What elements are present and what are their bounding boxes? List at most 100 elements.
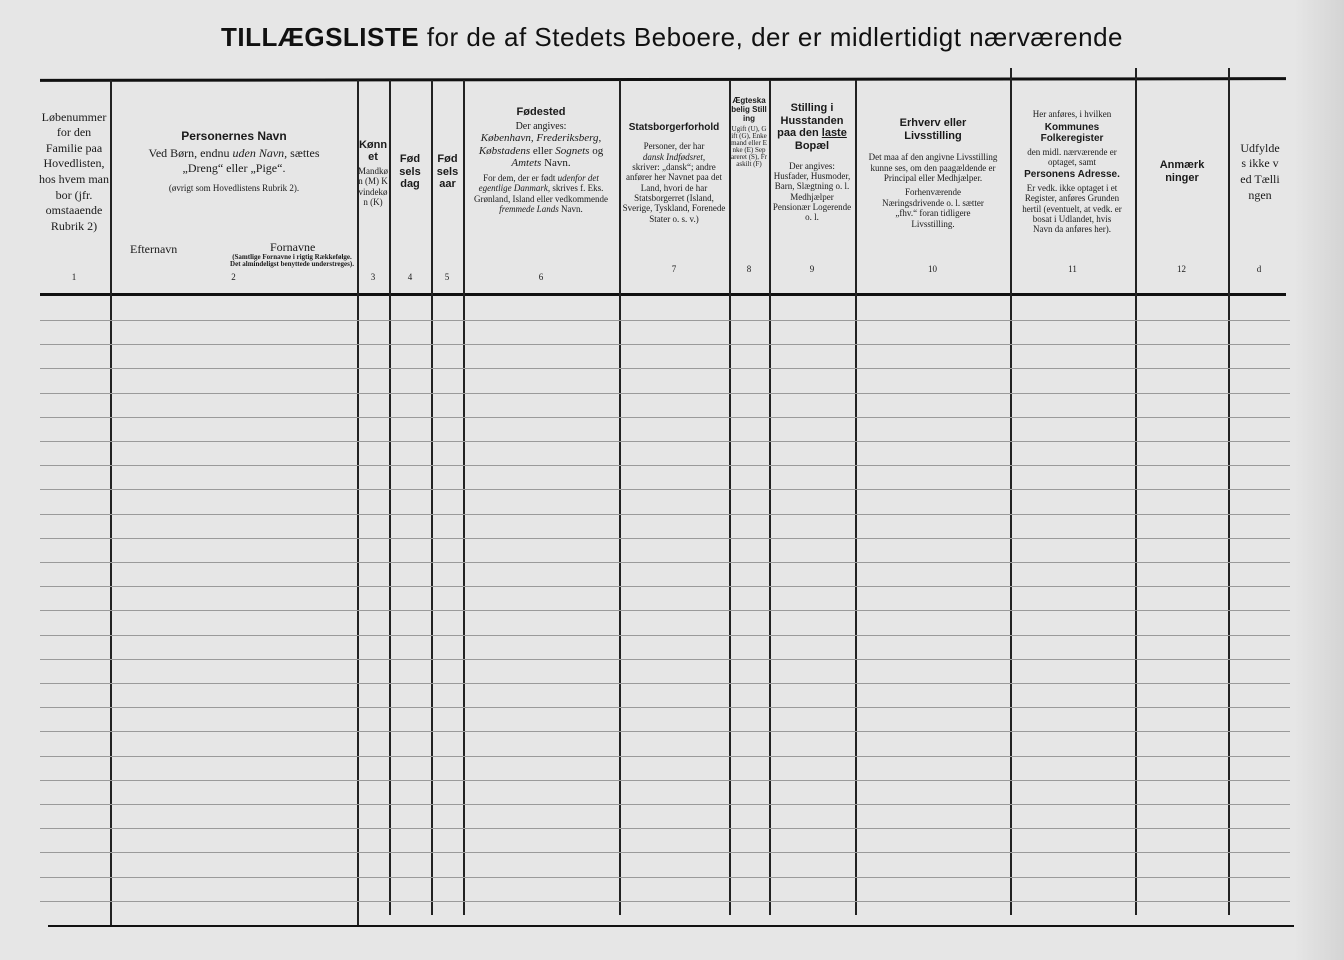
row-line xyxy=(40,659,1290,660)
row-line xyxy=(40,538,1290,539)
col-6-sub: Der angives: xyxy=(515,120,567,132)
column-number: 7 xyxy=(671,264,677,274)
col-d-header: Udfyldes ikke ved Tællingen xyxy=(1230,84,1290,260)
col-9-heading: Stilling i Husstanden paa den laste Bopæ… xyxy=(771,102,853,153)
col-6-p2: For dem, der er født udenfor det egentli… xyxy=(466,173,616,194)
col-2-heading: Personernes Navn xyxy=(181,129,287,143)
t: skriver: „dansk“; andre anfører her Navn… xyxy=(622,162,726,224)
col-2-line2: „Dreng“ eller „Pige“. xyxy=(182,161,286,176)
column-divider xyxy=(389,80,391,915)
column-number: 11 xyxy=(1068,264,1077,274)
col-10-heading: Erhverv eller Livsstilling xyxy=(899,117,967,142)
col-2-header: Personernes Navn Ved Børn, endnu uden Na… xyxy=(112,84,356,268)
column-number: 1 xyxy=(71,272,77,282)
t: fremmede Lands xyxy=(499,204,559,215)
col-3-text: Mandkøn (M) Kvindekøn (K) xyxy=(358,165,388,207)
row-line xyxy=(40,393,1290,394)
col-11-header: Her anføres, i hvilken Kommunes Folkereg… xyxy=(1012,84,1132,260)
col-6-heading: Fødested xyxy=(516,106,566,118)
t: dansk Indfødsret, xyxy=(642,151,706,162)
row-line xyxy=(40,707,1290,708)
col-12-heading: Anmærkninger xyxy=(1159,159,1205,184)
title-rest: for de af Stedets Beboere, der er midler… xyxy=(419,22,1124,52)
column-divider xyxy=(1228,68,1230,915)
row-line xyxy=(40,368,1290,369)
t: Ved Børn, endnu xyxy=(148,145,233,160)
row-line xyxy=(40,562,1290,563)
t: København, Frederiksberg, Købstadens xyxy=(478,132,602,157)
row-line xyxy=(40,731,1290,732)
row-line xyxy=(40,344,1290,345)
column-number: 5 xyxy=(444,272,450,282)
t: skrives f. Eks. xyxy=(550,183,604,194)
t: uden Navn, xyxy=(232,145,288,160)
column-divider xyxy=(855,80,857,915)
t: Er vedk. ikke optaget i et Register, anf… xyxy=(1022,182,1122,235)
col-7-header: Statsborgerforhold Personer, der har dan… xyxy=(620,84,728,260)
t: udenfor det egentlige Danmark, xyxy=(478,173,599,194)
t: sættes xyxy=(287,145,320,160)
row-line xyxy=(40,610,1290,611)
col-11-heading2: Personens Adresse. xyxy=(1024,169,1120,181)
col-2-fornavne-note: (Samtlige Fornavne i rigtig Rækkefølge. … xyxy=(230,253,354,268)
column-divider xyxy=(110,80,112,925)
column-number: 2 xyxy=(231,272,236,282)
row-line xyxy=(40,441,1290,442)
col-4-heading: Fødselsdag xyxy=(399,153,421,191)
col-8-heading: Ægteskabelig Stilling xyxy=(731,96,767,124)
col-3-heading: Kønnet xyxy=(358,138,388,164)
row-line xyxy=(40,780,1290,781)
column-number: 4 xyxy=(407,272,413,282)
row-line xyxy=(40,465,1290,466)
t: Forhenværende Næringsdrivende o. l. sætt… xyxy=(882,187,984,229)
column-number: d xyxy=(1256,264,1262,274)
row-line xyxy=(40,828,1290,829)
row-line xyxy=(40,586,1290,587)
col-8-header: Ægteskabelig Stilling Ugift (U), Gift (G… xyxy=(731,84,767,260)
col-4-header: Fødselsdag xyxy=(391,84,429,260)
col-6-p1: København, Frederiksberg, Købstadens ell… xyxy=(466,132,616,170)
col-3-header: Kønnet Mandkøn (M) Kvindekøn (K) xyxy=(358,84,388,260)
column-number: 8 xyxy=(746,264,752,274)
row-line xyxy=(40,756,1290,757)
t: Her anføres, i hvilken xyxy=(1032,109,1112,120)
row-line xyxy=(40,901,1290,902)
col-11-heading: Kommunes Folkeregister xyxy=(1040,121,1104,145)
col-6-header: Fødested Der angives: København, Frederi… xyxy=(466,84,616,260)
col-5-header: Fødselsaar xyxy=(433,84,462,260)
t: Husfader, Husmoder, Barn, Slægtning o. l… xyxy=(772,170,852,223)
t: eller xyxy=(530,144,556,157)
col-2-note: (øvrigt som Hovedlistens Rubrik 2). xyxy=(168,182,300,193)
top-rule xyxy=(39,77,1287,82)
t: Navn. xyxy=(541,157,571,170)
row-line xyxy=(40,852,1290,853)
column-divider xyxy=(619,80,621,915)
header-bottom-rule xyxy=(40,293,1286,296)
t: Det maa af den angivne Livsstilling kunn… xyxy=(868,152,998,184)
t: Der angives: xyxy=(789,160,835,171)
bottom-rule xyxy=(48,925,1294,927)
t: Stilling i Husstanden paa den xyxy=(777,102,844,140)
t: og xyxy=(589,144,604,157)
row-line xyxy=(40,877,1290,878)
t: Personer, der har xyxy=(643,141,705,152)
row-line xyxy=(40,804,1290,805)
t: Sognets xyxy=(555,144,590,157)
col-7-heading: Statsborgerforhold xyxy=(628,121,720,133)
column-number: 6 xyxy=(538,272,544,282)
col-2-efternavn: Efternavn xyxy=(130,242,178,256)
col-9-header: Stilling i Husstanden paa den laste Bopæ… xyxy=(771,84,853,260)
t: den midl. nærværende er optaget, samt xyxy=(1027,146,1117,168)
col-10-header: Erhverv eller Livsstilling Det maa af de… xyxy=(858,84,1008,260)
col-12-header: Anmærkninger xyxy=(1137,84,1227,260)
col-1-text: Løbenummer for den Familie paa Hovedlist… xyxy=(39,109,109,233)
title-bold: TILLÆGSLISTE xyxy=(220,22,420,52)
column-divider xyxy=(769,80,771,915)
t: For dem, der er født xyxy=(483,173,558,184)
col-d-text: Udfyldes ikke ved Tællingen xyxy=(1240,140,1280,202)
column-number: 3 xyxy=(370,272,376,282)
t: Bopæl xyxy=(794,139,830,152)
row-line xyxy=(40,635,1290,636)
t: Amtets xyxy=(511,157,542,170)
page-edge-shadow xyxy=(1294,0,1344,960)
